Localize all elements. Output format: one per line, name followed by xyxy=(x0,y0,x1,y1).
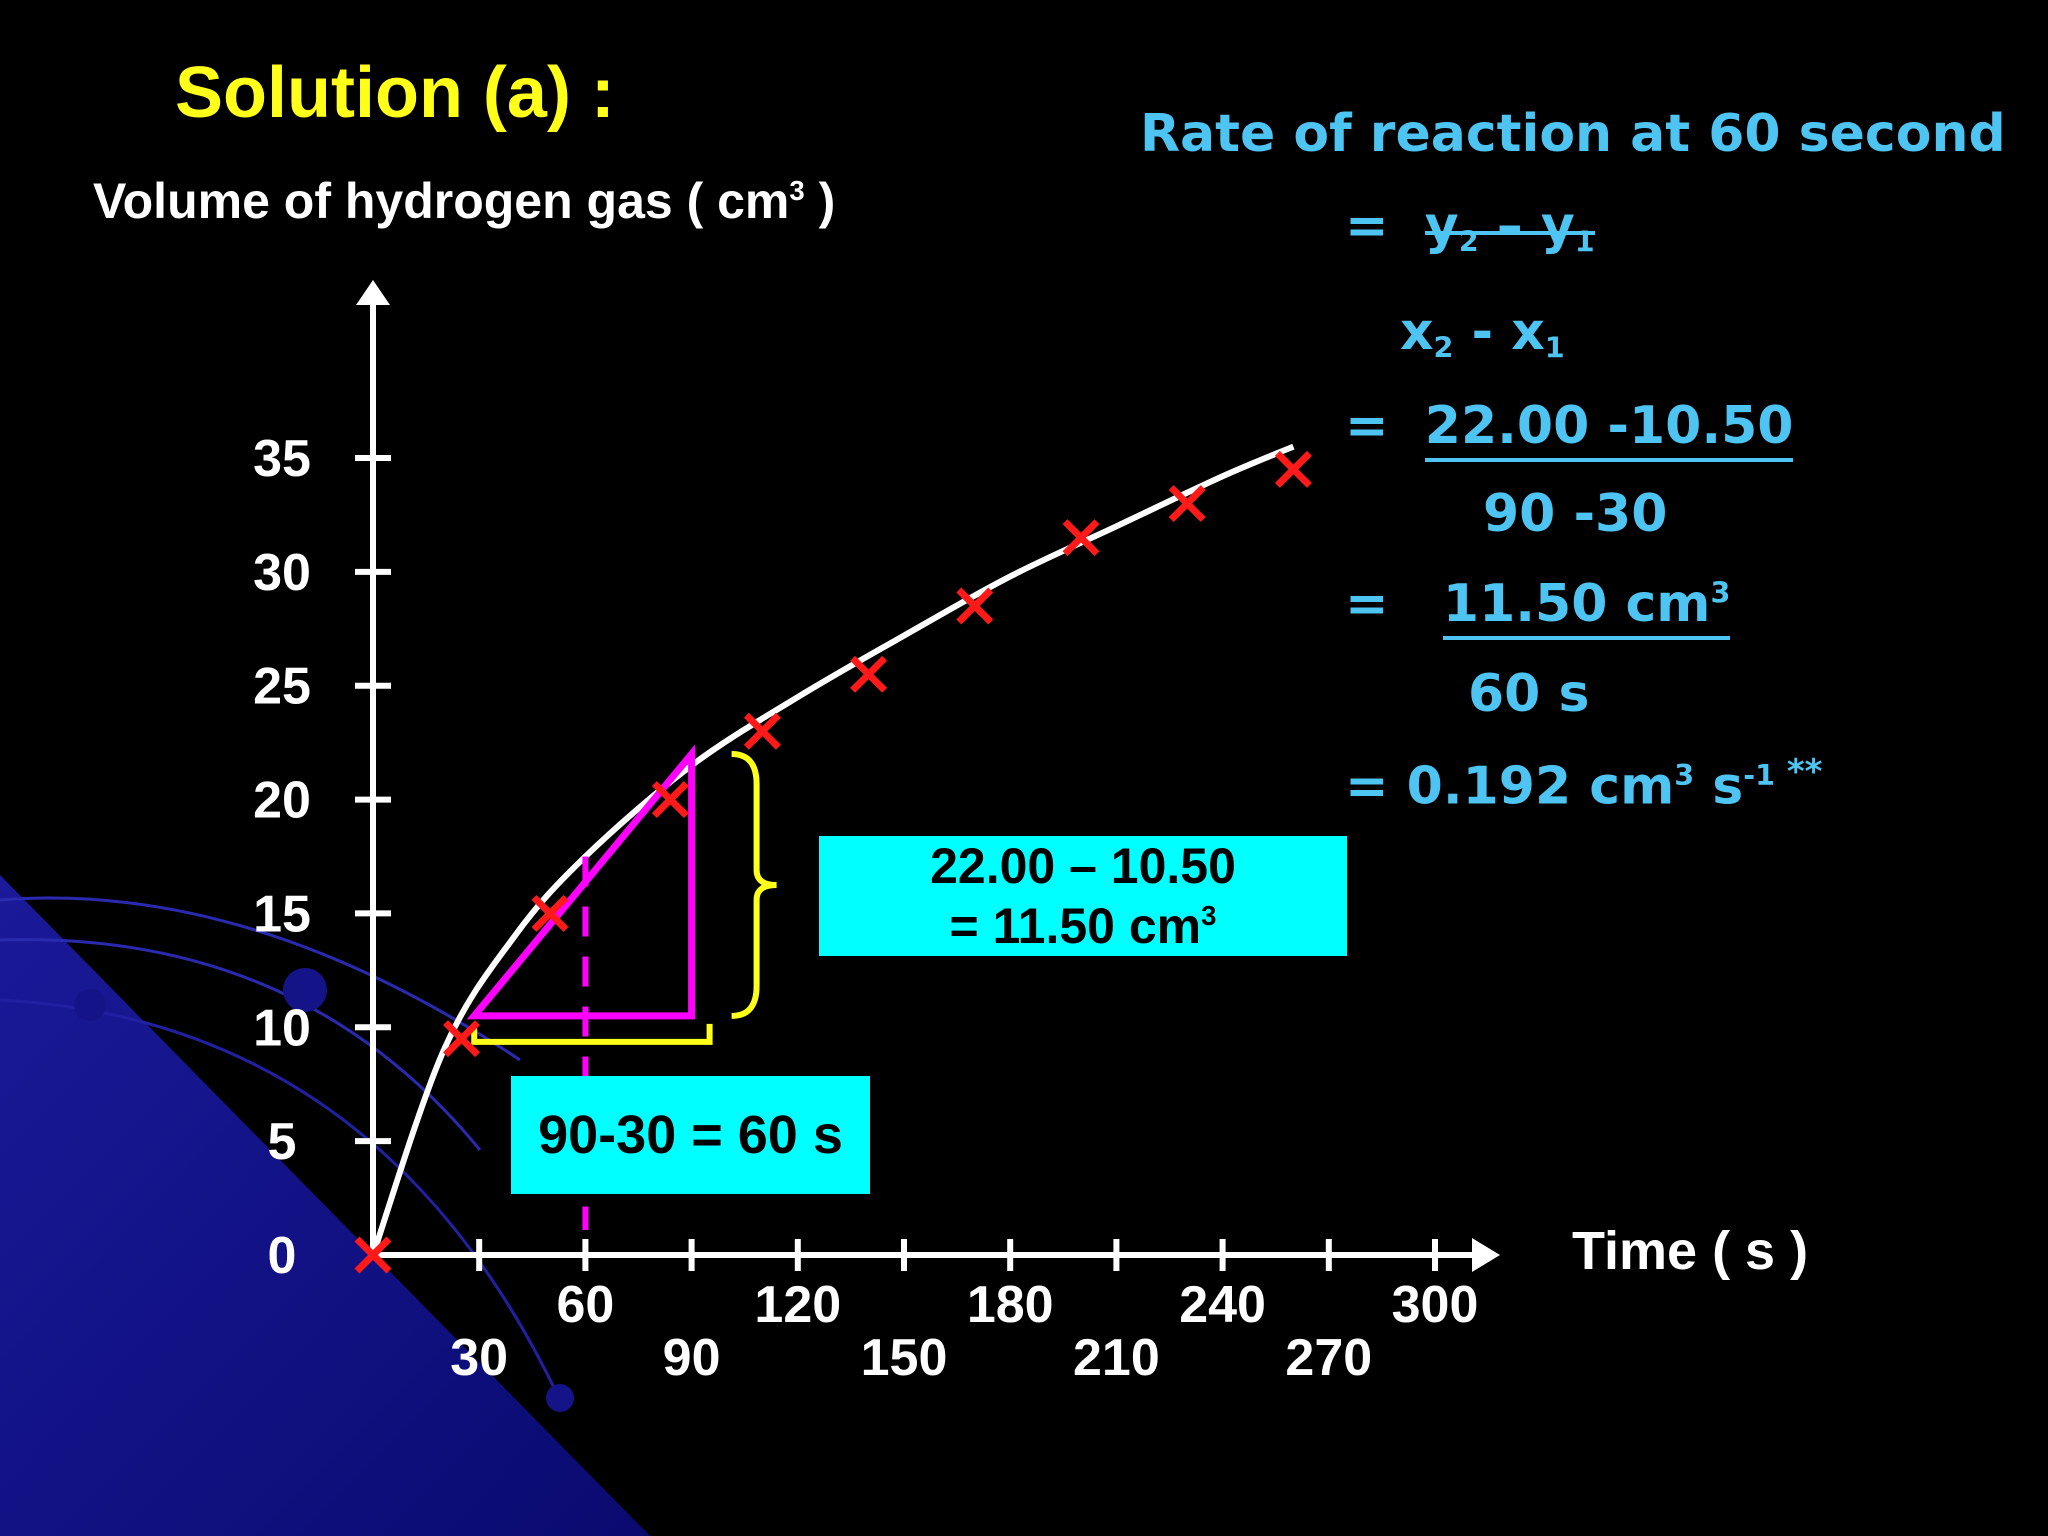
x-tick-label: 120 xyxy=(754,1276,841,1334)
slide-title: Solution (a) : xyxy=(175,53,615,133)
time-bracket xyxy=(471,1023,713,1045)
tick-marks xyxy=(355,455,1438,1271)
data-point xyxy=(531,894,569,932)
data-point-stroke xyxy=(850,655,888,693)
data-point-stroke xyxy=(531,894,569,932)
data-point-stroke xyxy=(1062,519,1100,557)
x-tick-label: 150 xyxy=(861,1329,948,1387)
data-point xyxy=(743,712,781,750)
y-tick-label: 30 xyxy=(253,544,311,602)
data-point xyxy=(1062,519,1100,557)
solution-heading: Rate of reaction at 60 second xyxy=(1140,104,2006,164)
data-point-stroke xyxy=(1274,450,1312,488)
volume-difference-callout: 22.00 – 10.50 = 11.50 cm3 xyxy=(819,836,1347,956)
equation-substitution-denominator: 90 -30 xyxy=(1483,484,1668,544)
data-point-stroke xyxy=(1168,485,1206,523)
data-point-stroke xyxy=(956,587,994,625)
data-point-stroke xyxy=(443,1020,480,1058)
y-tick-label: 10 xyxy=(253,999,311,1057)
y-tick-label: 15 xyxy=(253,885,311,943)
equation-result: = 0.192 cm3 s-1 ** xyxy=(1345,752,1823,817)
volume-difference-line1: 22.00 – 10.50 xyxy=(930,838,1236,894)
data-point xyxy=(956,587,994,625)
y-tick-label: 35 xyxy=(253,430,311,488)
y-axis-arrow xyxy=(356,280,390,305)
data-point-stroke xyxy=(354,1236,392,1274)
tangent-triangle xyxy=(466,744,696,1020)
x-tick-label: 270 xyxy=(1285,1329,1372,1387)
y-tick-label: 25 xyxy=(253,658,311,716)
y-axis-label: Volume of hydrogen gas ( cm3 ) xyxy=(93,173,836,229)
data-point xyxy=(850,655,888,693)
equation-substitution-numerator: = 22.00 -10.50 xyxy=(1345,396,1794,462)
y-tick-label: 5 xyxy=(268,1113,297,1171)
y-tick-label: 0 xyxy=(268,1227,297,1285)
volume-difference-line2: = 11.50 cm3 xyxy=(949,898,1217,954)
x-axis-arrow xyxy=(1472,1238,1500,1272)
x-tick-label: 210 xyxy=(1073,1329,1160,1387)
equation-rate-formula-numerator: = y2 – y1 xyxy=(1345,196,1595,259)
data-point xyxy=(443,1020,480,1058)
volume-brace xyxy=(731,751,777,1019)
x-tick-label: 180 xyxy=(967,1276,1054,1334)
time-difference-callout: 90-30 = 60 s xyxy=(511,1076,870,1194)
equation-difference-denominator: 60 s xyxy=(1468,664,1590,724)
best-fit-curve xyxy=(370,443,1295,1256)
equation-rate-formula-denominator: x2 - x1 xyxy=(1400,302,1565,365)
data-point xyxy=(354,1236,392,1274)
x-axis-label: Time ( s ) xyxy=(1572,1221,1809,1281)
x-tick-label: 30 xyxy=(450,1329,508,1387)
x-tick-label: 300 xyxy=(1392,1276,1479,1334)
data-point xyxy=(1274,450,1312,488)
x-tick-label: 90 xyxy=(663,1329,721,1387)
x-tick-label: 240 xyxy=(1179,1276,1266,1334)
data-point-stroke xyxy=(651,781,689,819)
x-tick-label: 60 xyxy=(556,1276,614,1334)
tick-labels: 30 60 90 120 150 180 210 240 270 300 0 5 10 15 20 25 30 3… xyxy=(253,430,1478,1387)
data-point xyxy=(1168,485,1206,523)
data-point xyxy=(651,781,689,819)
data-point-stroke xyxy=(743,712,781,750)
y-tick-label: 20 xyxy=(253,772,311,830)
equation-difference-numerator: = 11.50 cm3 xyxy=(1345,574,1731,640)
